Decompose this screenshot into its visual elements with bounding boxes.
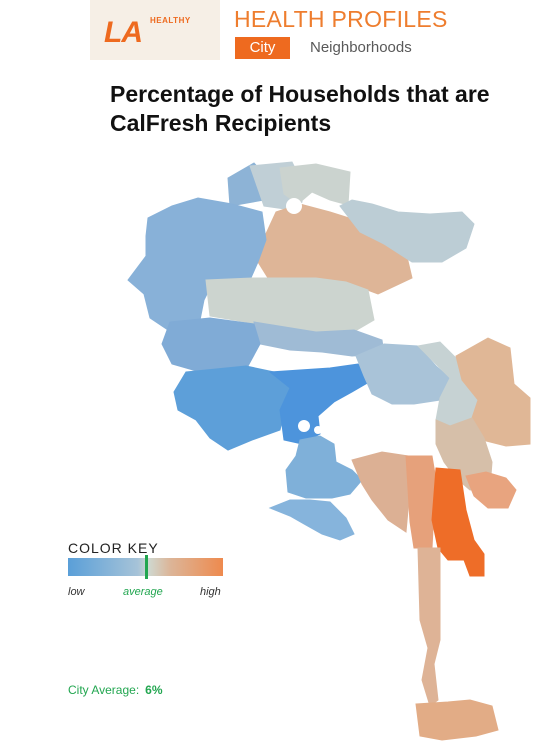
map-region-central-valley[interactable] <box>205 277 375 335</box>
la-healthy-logo <box>90 0 220 60</box>
tab-neighborhoods[interactable]: Neighborhoods <box>310 39 412 56</box>
city-average-label: City Average: <box>68 683 140 697</box>
logo-healthy-text: HEALTHY <box>150 16 191 25</box>
map-region-coastal-south[interactable] <box>268 499 355 541</box>
logo-la-text: LA <box>104 16 143 49</box>
map-region-south-central-b[interactable] <box>405 455 437 549</box>
map-region-eastside-tan[interactable] <box>455 337 531 447</box>
map-gap-1 <box>298 420 310 432</box>
color-key-average-marker <box>145 555 148 579</box>
color-key-high-label: high <box>200 586 221 598</box>
map-region-east-south[interactable] <box>465 471 517 509</box>
map-region-sunland-tujunga[interactable] <box>339 199 475 263</box>
color-key-average-label: average <box>123 586 163 598</box>
map-region-westside[interactable] <box>173 365 293 451</box>
map-region-south-la-west[interactable] <box>285 435 363 499</box>
city-average: City Average: 6% <box>68 683 163 697</box>
map-gap-2 <box>314 426 322 434</box>
map-gap-0 <box>286 198 302 214</box>
city-average-value: 6% <box>145 683 163 697</box>
map-region-south-central-a[interactable] <box>351 451 413 533</box>
app-title: HEALTH PROFILES <box>234 6 448 32</box>
color-key-title: COLOR KEY <box>68 540 159 556</box>
map-region-south-central-high[interactable] <box>431 467 485 577</box>
color-key-low-label: low <box>68 586 85 598</box>
map-title: Percentage of Households that are CalFre… <box>110 81 490 136</box>
tab-city[interactable]: City <box>235 37 290 59</box>
map-region-harbor-south[interactable] <box>415 699 499 741</box>
map-region-harbor-corridor[interactable] <box>417 547 441 707</box>
map-region-hollywood[interactable] <box>268 363 377 445</box>
map-gap-3 <box>353 405 363 415</box>
map-region-north-top[interactable] <box>279 163 351 206</box>
map-region-mid-valley-blue[interactable] <box>161 317 261 373</box>
